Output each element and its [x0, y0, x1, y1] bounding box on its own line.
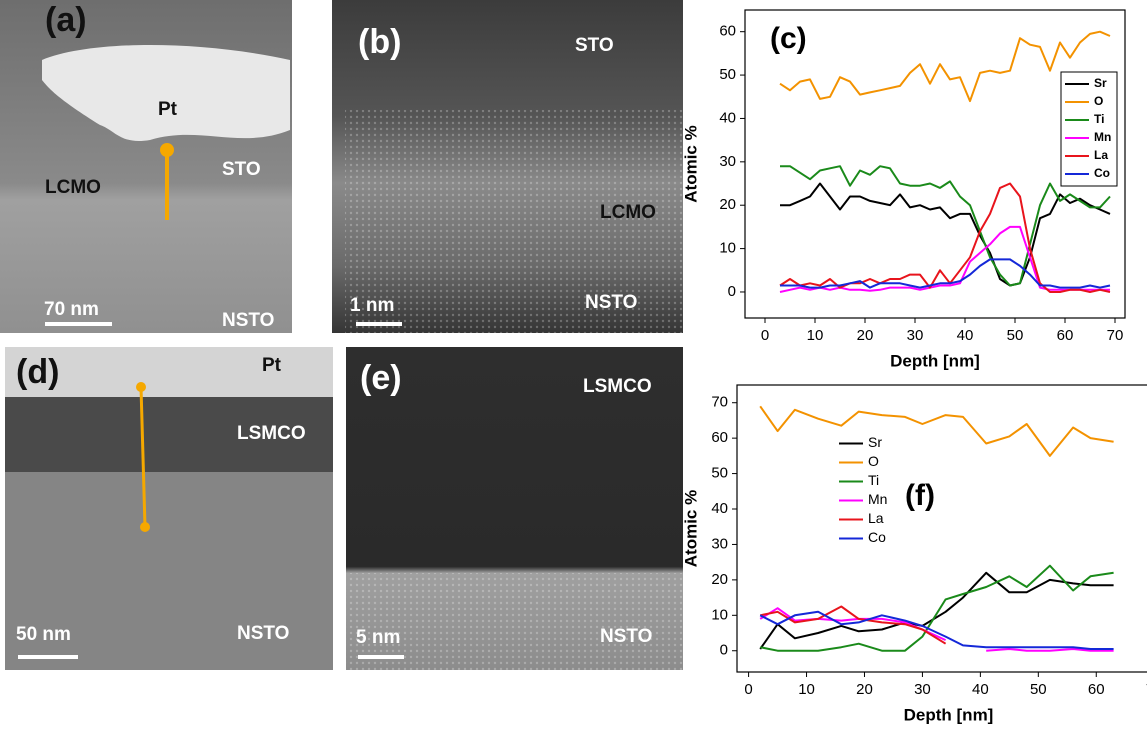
y-axis-label: Atomic %: [681, 490, 700, 567]
x-tick-label: 0: [761, 327, 769, 344]
data-line: [760, 406, 1113, 456]
x-tick-label: 10: [807, 327, 824, 344]
line-scan-start: [136, 382, 146, 392]
legend-label: La: [868, 510, 884, 526]
y-tick-label: 20: [719, 196, 736, 213]
x-tick-label: 30: [914, 681, 931, 698]
layer-label: NSTO: [585, 292, 637, 313]
x-tick-label: 30: [907, 327, 924, 344]
plot-frame: [737, 385, 1147, 672]
y-tick-label: 30: [711, 535, 728, 552]
panel-a: (a) Pt STO LCMO NSTO 70 nm: [0, 0, 292, 333]
layer-label: LCMO: [600, 202, 656, 223]
x-tick-label: 0: [744, 681, 752, 698]
panel-label: (d): [16, 353, 59, 391]
panel-e: (e) LSMCO NSTO 5 nm: [346, 347, 683, 670]
legend-label: Ti: [1094, 112, 1104, 126]
x-tick-label: 60: [1088, 681, 1105, 698]
y-tick-label: 20: [711, 571, 728, 588]
legend-label: La: [1094, 148, 1108, 162]
x-tick-label: 20: [856, 681, 873, 698]
legend-label: Sr: [868, 434, 882, 450]
y-tick-label: 10: [719, 240, 736, 257]
layer-label: Pt: [158, 99, 178, 120]
scale-bar-label: 50 nm: [16, 624, 71, 645]
layer-label: LSMCO: [583, 376, 652, 397]
layer-label: LCMO: [45, 177, 101, 198]
panel-d: (d) Pt LSMCO NSTO 50 nm: [5, 347, 333, 670]
x-axis-label: Depth [nm]: [904, 705, 994, 724]
line-scan-end: [140, 522, 150, 532]
x-tick-label: 60: [1057, 327, 1074, 344]
y-tick-label: 60: [719, 23, 736, 40]
layer-label: NSTO: [222, 310, 274, 331]
layer-label: NSTO: [237, 623, 289, 644]
charts: 0 10 20 30 40 50 60 70 0 10 20 30 40 50 60 Depth [nm] At…: [681, 10, 1147, 724]
figure: (a) Pt STO LCMO NSTO 70 nm (b) STO LCMO …: [0, 0, 1147, 731]
y-axis-label: Atomic %: [681, 125, 700, 202]
legend-label: Ti: [868, 472, 879, 488]
x-tick-label: 40: [957, 327, 974, 344]
x-tick-label: 10: [798, 681, 815, 698]
scale-bar-label: 1 nm: [350, 295, 394, 316]
panel-label: (f): [905, 479, 935, 512]
legend-label: Mn: [868, 491, 887, 507]
y-tick-label: 50: [719, 66, 736, 83]
x-tick-label: 50: [1030, 681, 1047, 698]
data-line: [780, 184, 1110, 286]
panel-label: (c): [770, 22, 807, 55]
panel-label: (b): [358, 23, 401, 61]
panel-label: (a): [45, 1, 87, 39]
y-tick-label: 0: [720, 642, 728, 659]
scale-bar-label: 5 nm: [356, 627, 400, 648]
y-tick-label: 50: [711, 465, 728, 482]
y-tick-label: 40: [711, 500, 728, 517]
y-tick-label: 40: [719, 109, 736, 126]
y-tick-label: 70: [711, 394, 728, 411]
legend-label: O: [868, 453, 879, 469]
x-tick-label: 70: [1107, 327, 1124, 344]
data-line: [780, 259, 1110, 287]
layer-label: STO: [575, 35, 614, 56]
y-tick-label: 10: [711, 606, 728, 623]
legend-label: Co: [868, 529, 886, 545]
line-scan-start: [160, 143, 174, 157]
legend-label: O: [1094, 94, 1103, 108]
panel-b: (b) STO LCMO NSTO 1 nm: [332, 0, 683, 333]
legend-label: Mn: [1094, 130, 1111, 144]
layer-label: NSTO: [600, 626, 652, 647]
layer-label: LSMCO: [237, 423, 306, 444]
panel-label: (e): [360, 359, 402, 397]
layer-label: STO: [222, 159, 261, 180]
y-tick-label: 30: [719, 153, 736, 170]
x-tick-label: 40: [972, 681, 989, 698]
layer-label: Pt: [262, 355, 282, 376]
x-axis-label: Depth [nm]: [890, 351, 980, 370]
data-line: [780, 227, 1110, 292]
x-tick-label: 20: [857, 327, 874, 344]
legend-label: Sr: [1094, 76, 1107, 90]
legend-label: Co: [1094, 166, 1110, 180]
y-tick-label: 0: [728, 283, 736, 300]
y-tick-label: 60: [711, 429, 728, 446]
x-tick-label: 50: [1007, 327, 1024, 344]
scale-bar-label: 70 nm: [44, 299, 99, 320]
